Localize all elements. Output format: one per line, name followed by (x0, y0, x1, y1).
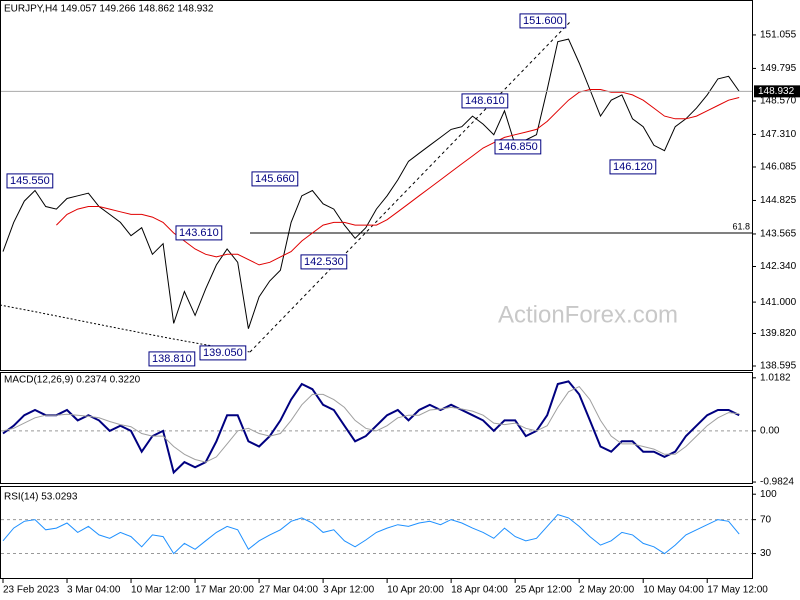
x-tick-label: 25 Apr 12:00 (515, 585, 572, 596)
series-line (56, 89, 740, 266)
annotation-box (609, 159, 657, 175)
y-tick-label: 139.820 (760, 328, 797, 339)
annotation: 146.850 (498, 141, 538, 153)
y-tick-label: 149.795 (760, 63, 797, 74)
x-tick-label: 23 Feb 2023 (3, 585, 60, 596)
annotation-box (148, 351, 196, 367)
last-price-box (754, 85, 800, 98)
annotation: 139.050 (203, 347, 243, 359)
x-tick-label: 3 Apr 12:00 (323, 585, 375, 596)
y-tick-label: 142.340 (760, 261, 797, 272)
annotation-box (300, 254, 348, 270)
annotation-box (461, 93, 509, 109)
annotation-box (494, 139, 542, 155)
x-tick-label: 27 Mar 04:00 (259, 585, 318, 596)
macd-panel (0, 372, 753, 484)
series-line (2, 514, 740, 555)
x-tick-label: 17 May 12:00 (707, 585, 768, 596)
x-tick-label: 18 Apr 04:00 (451, 585, 508, 596)
annotation: 145.660 (255, 173, 295, 185)
y-tick-label: 151.055 (760, 30, 797, 41)
series-line (2, 38, 740, 329)
rsi-title: RSI(14) 53.0293 (4, 492, 78, 503)
x-tick-label: 10 May 04:00 (643, 585, 704, 596)
annotation-box (519, 13, 567, 29)
y-tick-label: 147.310 (760, 129, 797, 140)
fib-label: 61.8 (732, 221, 750, 231)
annotation-box (6, 173, 54, 189)
y-tick-label: 144.825 (760, 195, 797, 206)
y-tick-label: 100 (760, 489, 777, 500)
annotation-box (251, 171, 299, 187)
annotation: 138.810 (152, 353, 192, 365)
y-tick-label: 148.570 (760, 96, 797, 107)
trend-line (249, 21, 571, 353)
last-price-label: 148.932 (758, 86, 795, 97)
series-line (2, 380, 740, 475)
price-panel (0, 0, 753, 371)
annotation: 142.530 (304, 256, 344, 268)
annotation: 148.610 (465, 95, 505, 107)
annotation: 151.600 (523, 15, 563, 27)
y-tick-label: 0.00 (760, 426, 780, 437)
macd-title: MACD(12,26,9) 0.2374 0.3220 (4, 375, 141, 386)
watermark: ActionForex.com (498, 301, 678, 328)
x-tick-label: 17 Mar 20:00 (195, 585, 254, 596)
x-tick-label: 3 Mar 04:00 (67, 585, 121, 596)
annotation-box (199, 345, 247, 361)
annotation: 146.120 (613, 161, 653, 173)
x-tick-label: 10 Apr 20:00 (387, 585, 444, 596)
y-tick-label: 30 (760, 548, 772, 559)
y-tick-label: 143.565 (760, 229, 797, 240)
x-tick-label: 10 Mar 12:00 (131, 585, 190, 596)
y-tick-label: 146.085 (760, 162, 797, 173)
y-tick-label: 141.000 (760, 297, 797, 308)
x-tick-label: 2 May 20:00 (579, 585, 634, 596)
chart-title: EURJPY,H4 149.057 149.266 148.862 148.93… (4, 4, 214, 15)
annotation: 145.550 (10, 175, 50, 187)
y-tick-label: 138.595 (760, 361, 797, 372)
annotation-box (175, 225, 223, 241)
series-line (2, 385, 740, 463)
y-tick-label: 1.0182 (760, 372, 791, 383)
annotation: 143.610 (179, 227, 219, 239)
y-tick-label: -0.9824 (760, 477, 794, 488)
rsi-panel (0, 486, 753, 579)
y-tick-label: 70 (760, 514, 772, 525)
